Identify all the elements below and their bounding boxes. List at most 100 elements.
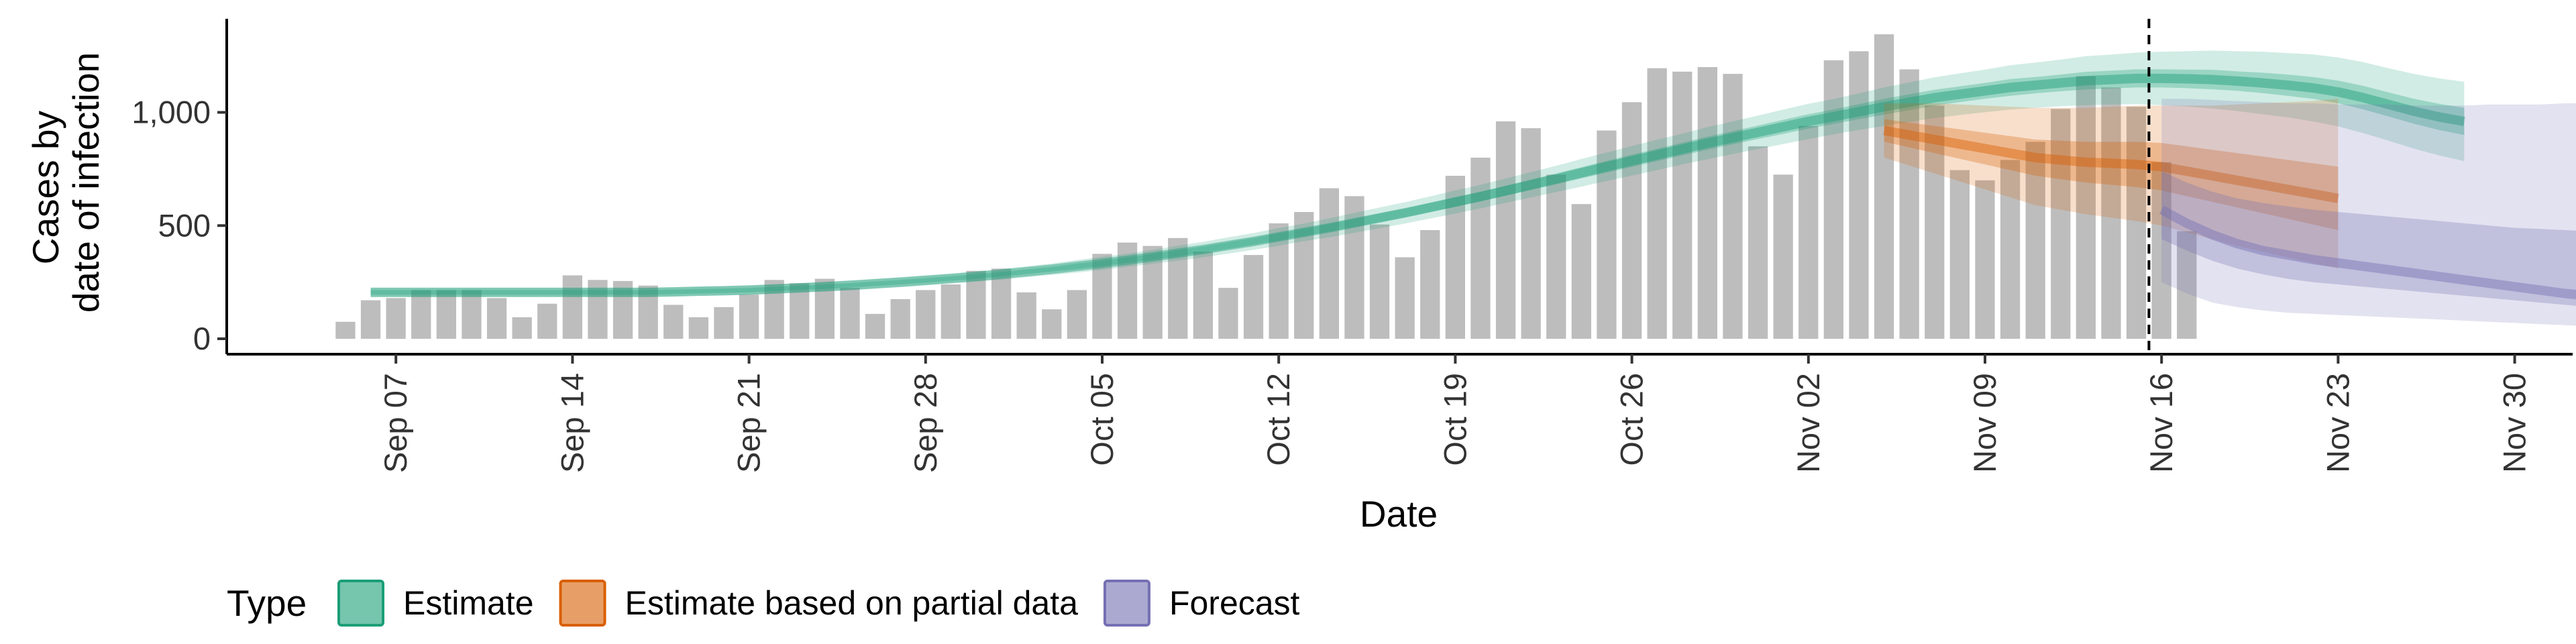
series-forecast	[2159, 99, 2576, 326]
bar	[764, 280, 784, 339]
bar	[1546, 174, 1566, 339]
x-tick-label: Nov 23	[2320, 373, 2355, 473]
bar	[1395, 257, 1415, 339]
bar	[1067, 290, 1087, 339]
legend-key	[337, 580, 384, 627]
bar	[1949, 170, 1970, 339]
legend-key	[1103, 580, 1150, 627]
bar	[1823, 60, 1843, 339]
bar	[1521, 128, 1541, 339]
bar	[2051, 109, 2071, 339]
bands-layer	[370, 50, 2576, 326]
ci90-band	[2161, 99, 2576, 326]
x-tick-label: Nov 09	[1967, 373, 2002, 473]
x-tick-label: Nov 30	[2497, 373, 2532, 473]
axes-layer	[225, 19, 2573, 356]
x-tick-label: Sep 21	[731, 373, 767, 473]
bar	[1319, 188, 1339, 339]
x-tick-label: Sep 14	[554, 373, 590, 473]
bar	[588, 280, 608, 339]
bar	[512, 317, 532, 339]
ci90-band	[370, 50, 2465, 297]
bar	[1697, 67, 1717, 339]
bar	[941, 284, 961, 339]
bar	[1243, 255, 1264, 339]
legend-label: Estimate based on partial data	[625, 584, 1079, 622]
bar	[486, 298, 507, 339]
bar	[612, 280, 633, 339]
x-tick-label: Oct 26	[1614, 373, 1650, 466]
bar	[840, 288, 860, 339]
bar	[1117, 242, 1138, 339]
y-axis-title-line-1: Cases by	[25, 111, 66, 265]
x-tick-label: Sep 07	[378, 373, 413, 473]
x-tick-label: Oct 12	[1260, 373, 1296, 466]
series-estimate	[370, 50, 2465, 297]
bar	[1193, 252, 1213, 339]
median-line	[2159, 205, 2576, 299]
bar	[865, 313, 885, 339]
bar	[1042, 309, 1062, 339]
legend-label: Estimate	[403, 584, 534, 622]
bar	[562, 275, 582, 339]
median-line	[370, 73, 2465, 297]
bar	[1445, 176, 1465, 339]
y-tick-label: 500	[158, 207, 211, 243]
x-tick-label: Oct 19	[1437, 373, 1472, 466]
bar	[1016, 292, 1036, 339]
bar	[1849, 51, 1869, 339]
y-tick-label: 1,000	[131, 95, 211, 130]
bar	[1925, 105, 1945, 339]
bar	[1773, 174, 1793, 339]
x-tick-label: Oct 05	[1084, 373, 1120, 466]
legend-item: Forecast	[1103, 580, 1300, 627]
bar	[814, 278, 835, 339]
bar	[714, 307, 734, 339]
bar	[1899, 69, 1919, 339]
bar	[411, 290, 431, 339]
bars-layer	[335, 34, 2197, 339]
bar	[2151, 162, 2171, 339]
legend-item: Estimate based on partial data	[559, 580, 1079, 627]
bar	[2126, 107, 2147, 339]
y-ticks: 0 500 1,000	[131, 95, 227, 356]
y-axis-title-line-2: date of infection	[65, 52, 107, 313]
bar	[1369, 224, 1390, 339]
bar	[537, 303, 557, 339]
legend-title: Type	[227, 582, 307, 624]
legend-label: Forecast	[1169, 584, 1300, 622]
y-axis-title: Cases by date of infection	[25, 52, 107, 313]
bar	[1723, 74, 1743, 339]
series-estimate-based-on-partial-data	[1883, 99, 2339, 269]
bar	[688, 317, 708, 339]
bar	[966, 270, 986, 339]
bar	[360, 300, 381, 339]
bar	[1975, 180, 1995, 339]
bar	[916, 290, 936, 339]
bar	[1294, 212, 1314, 339]
bar	[1621, 102, 1642, 339]
bar	[1647, 68, 1667, 339]
bar	[1168, 237, 1188, 339]
bar	[1218, 288, 1238, 339]
x-tick-label: Sep 28	[908, 373, 943, 473]
bar	[2177, 231, 2197, 339]
bar	[1597, 130, 1617, 339]
bar	[1874, 34, 1894, 339]
bar	[1344, 196, 1364, 339]
bar	[386, 298, 406, 339]
bar	[1269, 223, 1289, 339]
x-tick-label: Nov 16	[2143, 373, 2179, 473]
bar	[1470, 158, 1491, 339]
bar	[1142, 246, 1163, 339]
bar	[436, 290, 456, 339]
x-axis-title: Date	[1360, 493, 1438, 535]
bar	[2076, 76, 2096, 339]
bar	[2101, 87, 2121, 339]
x-ticks: Sep 07 Sep 14 Sep 21 Sep 28 Oct 05 Oct 12 Oct …	[378, 354, 2532, 473]
legend-item: Estimate	[337, 580, 534, 627]
median-line	[1883, 125, 2339, 203]
bar	[462, 290, 482, 339]
x-tick-label: Nov 02	[1790, 373, 1826, 473]
bar	[1420, 230, 1440, 339]
